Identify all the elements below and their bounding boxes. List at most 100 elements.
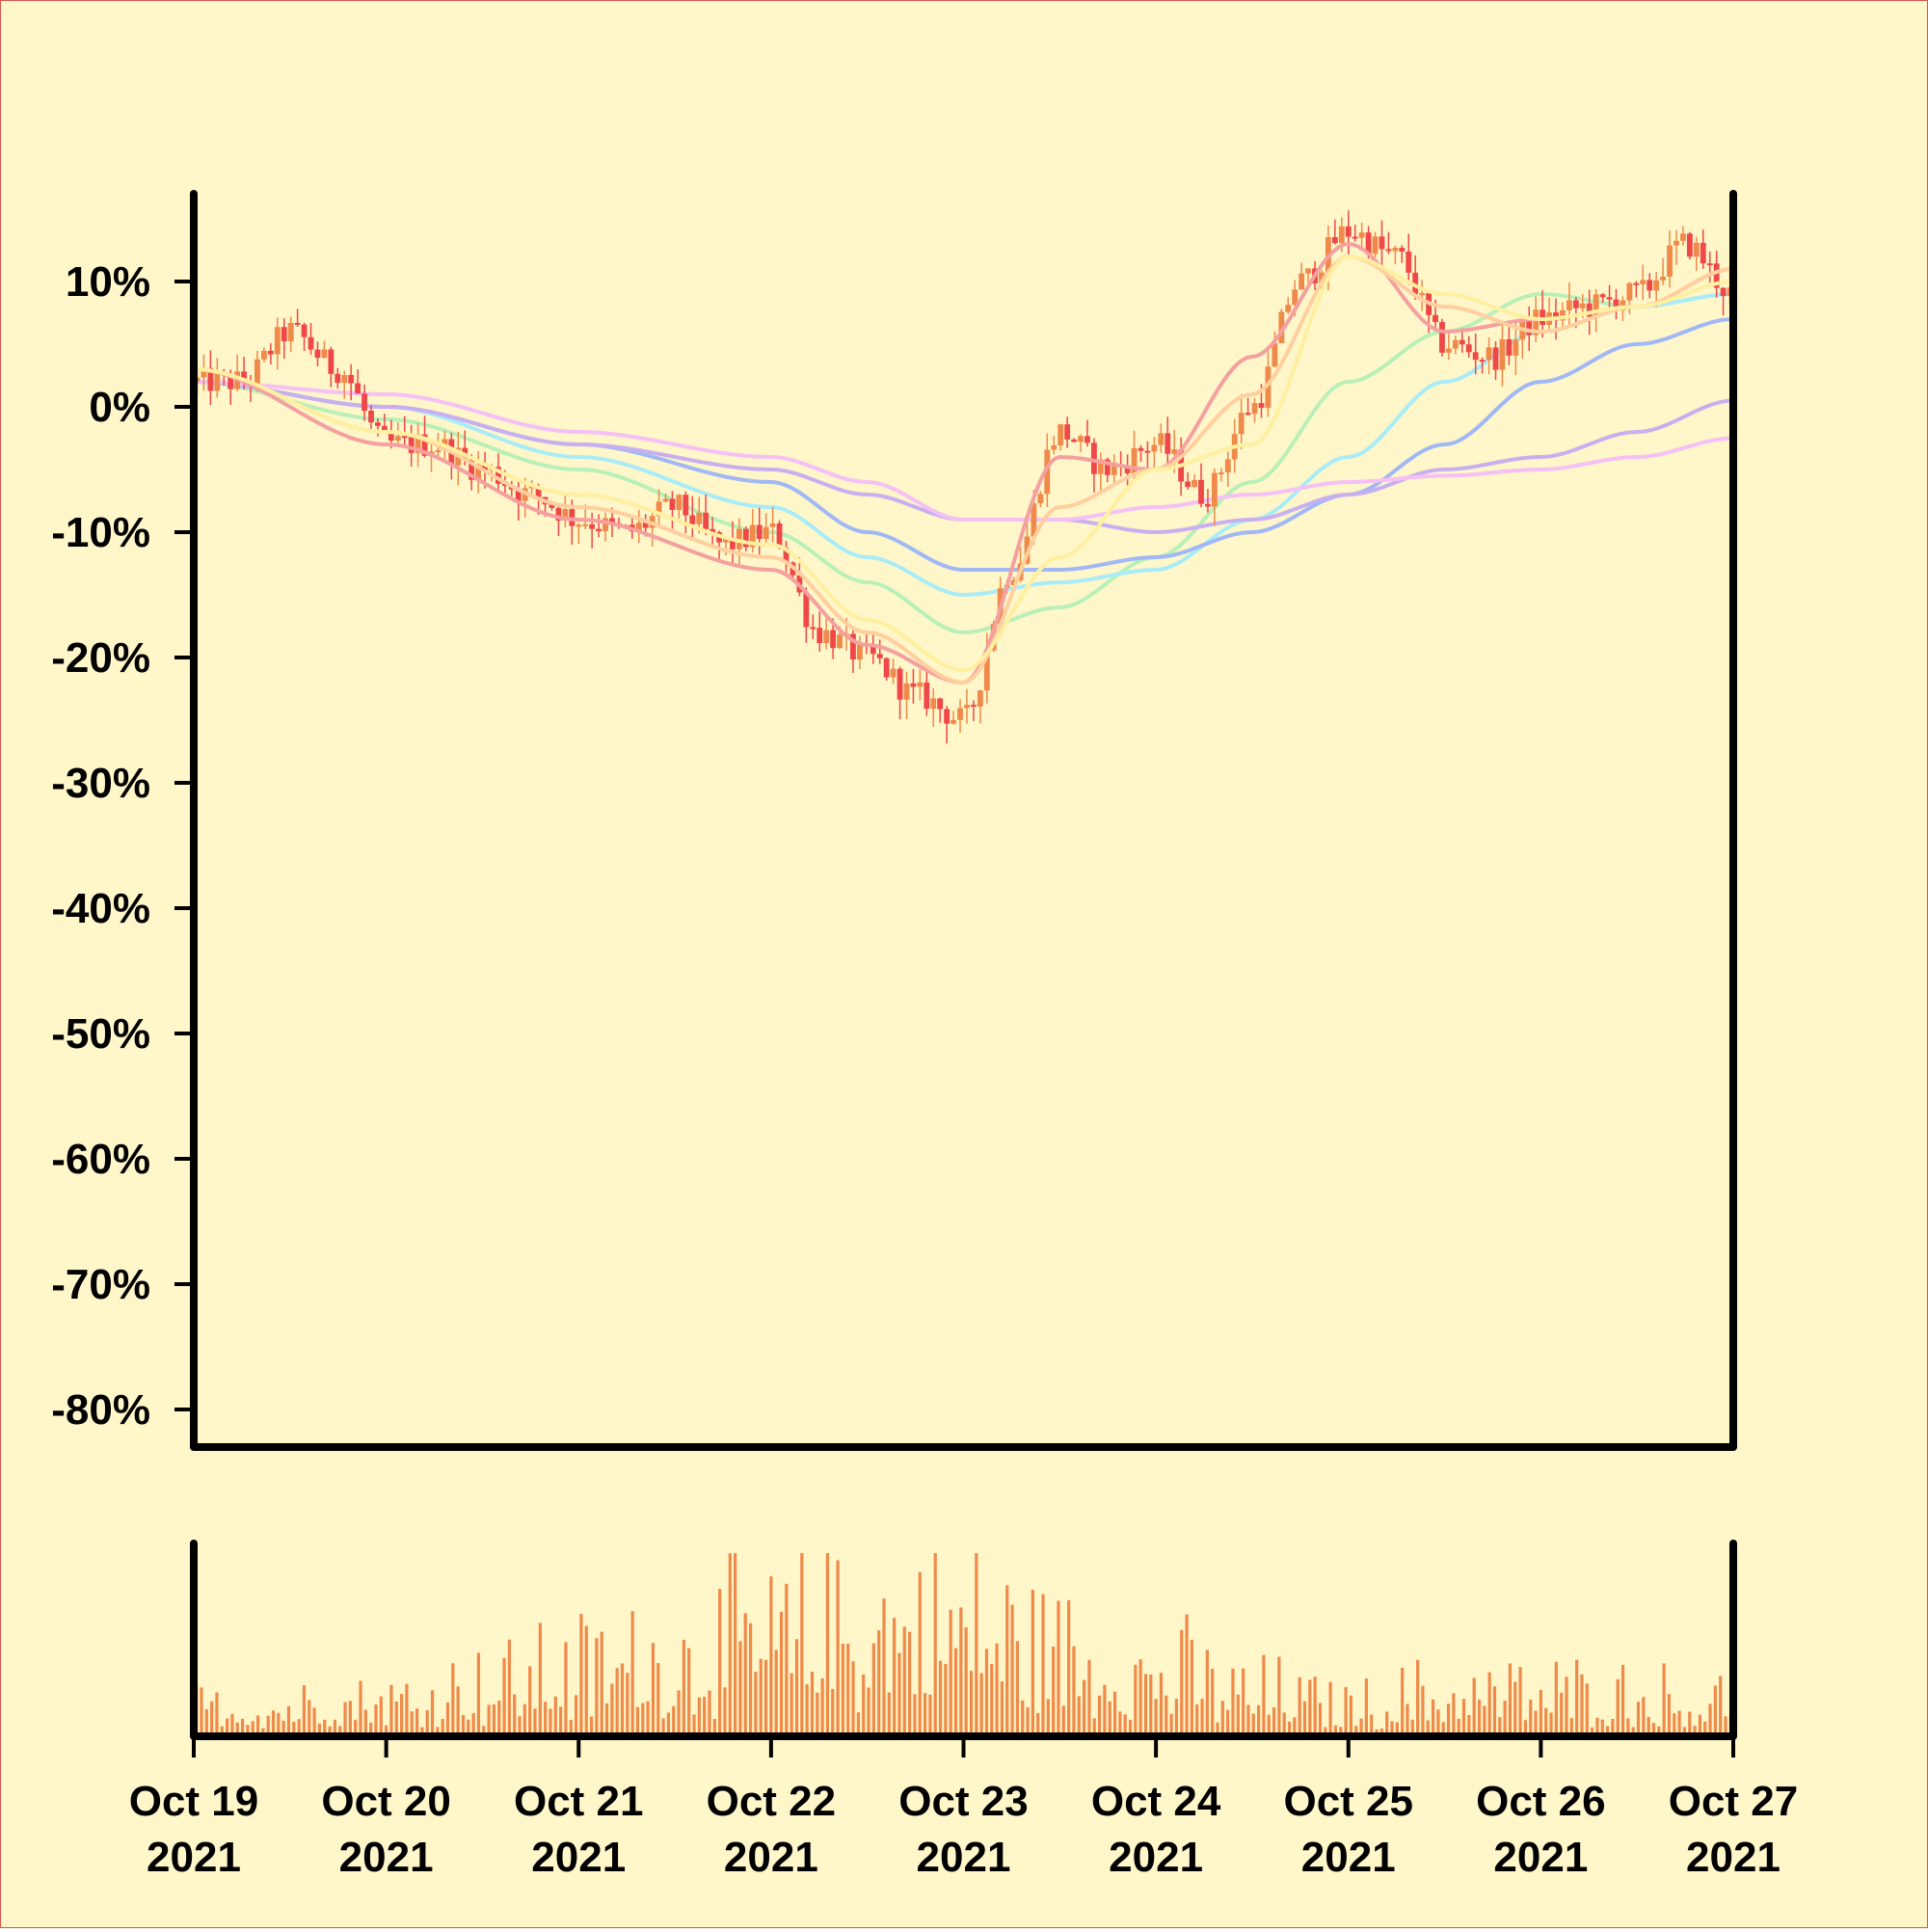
x-tick-label: Oct 22 bbox=[707, 1778, 837, 1825]
volume-bar bbox=[220, 1726, 224, 1736]
volume-bar bbox=[1190, 1639, 1193, 1736]
candle-body bbox=[703, 512, 710, 529]
volume-bar bbox=[338, 1726, 342, 1736]
volume-bar bbox=[1251, 1713, 1255, 1736]
volume-bar bbox=[312, 1707, 316, 1736]
volume-bar bbox=[1503, 1701, 1507, 1736]
volume-bar bbox=[1077, 1696, 1081, 1736]
candle-body bbox=[1653, 280, 1660, 291]
candle-body bbox=[1700, 242, 1706, 264]
volume-bar bbox=[420, 1727, 424, 1736]
volume-bar bbox=[1508, 1663, 1513, 1736]
candle-body bbox=[1706, 263, 1713, 266]
volume-bar bbox=[661, 1718, 665, 1736]
candle-body bbox=[1365, 232, 1372, 255]
volume-bar bbox=[1544, 1707, 1548, 1736]
volume-bar bbox=[1667, 1694, 1672, 1736]
volume-bar bbox=[1677, 1710, 1681, 1736]
volume-bar bbox=[317, 1723, 322, 1736]
candle-body bbox=[582, 523, 589, 526]
volume-bar bbox=[528, 1666, 532, 1736]
candle-body bbox=[308, 336, 314, 350]
candle-body bbox=[1492, 347, 1499, 370]
candle-body bbox=[1406, 251, 1412, 273]
candle-body bbox=[1686, 233, 1693, 257]
volume-bar bbox=[1057, 1600, 1060, 1736]
volume-bar bbox=[626, 1673, 629, 1736]
volume-bar bbox=[369, 1722, 373, 1736]
candle-body bbox=[1452, 339, 1459, 349]
candle-body bbox=[1151, 444, 1158, 452]
volume-bar bbox=[867, 1687, 870, 1736]
candle-body bbox=[1097, 459, 1104, 474]
candle-body bbox=[528, 486, 535, 489]
volume-bar bbox=[734, 1553, 737, 1736]
volume-bar bbox=[908, 1631, 912, 1736]
volume-bar bbox=[718, 1589, 722, 1736]
volume-bar bbox=[230, 1713, 234, 1736]
volume-bar bbox=[1349, 1695, 1353, 1736]
candle-body bbox=[749, 524, 756, 548]
volume-bar bbox=[1390, 1721, 1394, 1736]
x-tick-label: 2021 bbox=[531, 1834, 626, 1881]
volume-bar bbox=[1092, 1718, 1096, 1736]
volume-bar bbox=[1539, 1689, 1542, 1736]
volume-bar bbox=[1200, 1699, 1204, 1736]
candle-body bbox=[1218, 472, 1224, 475]
candle-body bbox=[1606, 297, 1613, 300]
volume-bar bbox=[1441, 1722, 1445, 1736]
volume-bar bbox=[595, 1638, 599, 1736]
candle-body bbox=[1693, 242, 1700, 257]
candle-body bbox=[287, 322, 294, 341]
candle-body bbox=[609, 518, 615, 523]
volume-bar bbox=[1036, 1712, 1040, 1736]
volume-bar bbox=[995, 1643, 999, 1736]
volume-bar bbox=[841, 1644, 844, 1736]
volume-bar bbox=[518, 1716, 522, 1736]
volume-bar bbox=[394, 1701, 398, 1736]
volume-bar bbox=[1416, 1659, 1420, 1736]
volume-bar bbox=[467, 1719, 470, 1736]
candle-body bbox=[1111, 464, 1117, 475]
volume-bar bbox=[1513, 1681, 1517, 1736]
volume-bar bbox=[405, 1683, 409, 1736]
candle-body bbox=[803, 592, 810, 628]
volume-bar bbox=[923, 1693, 927, 1736]
volume-bar bbox=[1492, 1686, 1497, 1736]
candle-body bbox=[983, 650, 990, 691]
volume-bar bbox=[964, 1627, 968, 1736]
volume-bar bbox=[1518, 1667, 1522, 1736]
candle-body bbox=[723, 537, 729, 543]
candle-body bbox=[763, 526, 769, 539]
candle-body bbox=[837, 634, 843, 649]
candle-body bbox=[1010, 579, 1017, 586]
candle-body bbox=[876, 654, 883, 658]
candle-body bbox=[964, 705, 970, 709]
volume-bar bbox=[1611, 1718, 1615, 1736]
candle-body bbox=[1647, 280, 1653, 291]
moving-average-line bbox=[194, 292, 1734, 597]
candle-body bbox=[1479, 360, 1486, 362]
volume-bar bbox=[620, 1663, 625, 1736]
candle-body bbox=[730, 537, 736, 550]
volume-bar bbox=[630, 1611, 634, 1736]
volume-bar bbox=[1041, 1594, 1045, 1736]
volume-bar bbox=[1354, 1726, 1358, 1736]
volume-bar bbox=[1647, 1716, 1650, 1736]
volume-bar bbox=[1483, 1705, 1486, 1736]
volume-bar bbox=[902, 1626, 906, 1736]
volume-bar bbox=[471, 1712, 475, 1736]
volume-bar bbox=[1174, 1699, 1179, 1736]
candle-body bbox=[495, 467, 501, 484]
volume-bar bbox=[476, 1652, 481, 1736]
moving-average-line bbox=[193, 255, 1734, 672]
y-tick-label: 10% bbox=[66, 258, 150, 306]
candle-body bbox=[1640, 280, 1647, 285]
volume-bar bbox=[615, 1668, 619, 1736]
candle-body bbox=[1352, 236, 1358, 239]
volume-bar bbox=[687, 1648, 691, 1736]
volume-panel bbox=[195, 1553, 1732, 1736]
volume-bar bbox=[1636, 1702, 1641, 1736]
volume-bar bbox=[379, 1696, 383, 1736]
candle-body bbox=[415, 434, 421, 453]
